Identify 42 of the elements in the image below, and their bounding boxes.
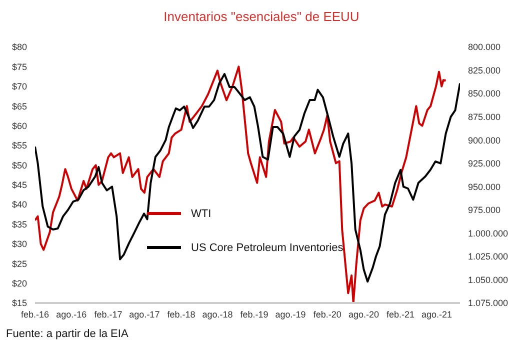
y2-tick-label: 1.000.000: [468, 228, 508, 238]
y-tick-label: $40: [12, 200, 27, 210]
y-tick-label: $30: [12, 239, 27, 250]
y-tick-label: $20: [12, 278, 27, 289]
y-tick-label: $75: [12, 62, 27, 72]
x-tick-label: feb.-21: [386, 309, 415, 320]
y-tick-label: $15: [12, 298, 27, 308]
x-tick-label: feb.-18: [167, 309, 196, 320]
x-tick-label: ago.-18: [202, 309, 233, 320]
y2-tick-label: 925.000: [468, 158, 501, 169]
y2-tick-label: 1.050.000: [468, 274, 508, 285]
y-tick-label: $25: [12, 258, 27, 269]
y-tick-label: $65: [12, 101, 27, 112]
source-note: Fuente: a partir de la EIA: [6, 328, 128, 340]
y2-tick-label: 950.000: [468, 182, 501, 192]
y2-tick-label: 1.025.000: [468, 252, 508, 262]
x-tick-label: feb.-19: [240, 309, 268, 320]
x-tick-label: ago.-20: [348, 309, 380, 320]
y2-tick-label: 900.000: [468, 135, 501, 146]
x-tick-label: feb.-20: [313, 309, 342, 320]
x-tick-label: ago.-19: [275, 309, 306, 320]
y2-tick-label: 850.000: [468, 88, 501, 99]
y2-tick-label: 825.000: [468, 65, 501, 76]
x-tick-label: feb.-17: [94, 309, 122, 320]
y2-tick-label: 800.000: [468, 42, 501, 52]
chart-title: Inventarios "esenciales" de EEUU: [162, 9, 360, 24]
y-tick-label: $70: [12, 82, 27, 92]
y-tick-label: $35: [12, 219, 27, 230]
legend-label: US Core Petroleum Inventories: [191, 242, 344, 254]
y2-tick-label: 975.000: [468, 205, 501, 216]
legend-label: WTI: [191, 208, 212, 220]
y2-tick-label: 875.000: [468, 112, 501, 122]
y-tick-label: $60: [12, 120, 27, 131]
y2-tick-label: 1.075.000: [468, 298, 508, 308]
x-tick-label: ago.-17: [129, 309, 160, 320]
y-tick-label: $45: [12, 180, 27, 190]
y-tick-label: $55: [12, 140, 27, 151]
x-tick-label: ago.-21: [422, 309, 452, 320]
x-tick-label: ago.-16: [56, 309, 87, 320]
y-tick-label: $50: [12, 160, 27, 170]
y-tick-label: $80: [12, 42, 27, 52]
x-tick-label: feb.-16: [20, 309, 50, 320]
